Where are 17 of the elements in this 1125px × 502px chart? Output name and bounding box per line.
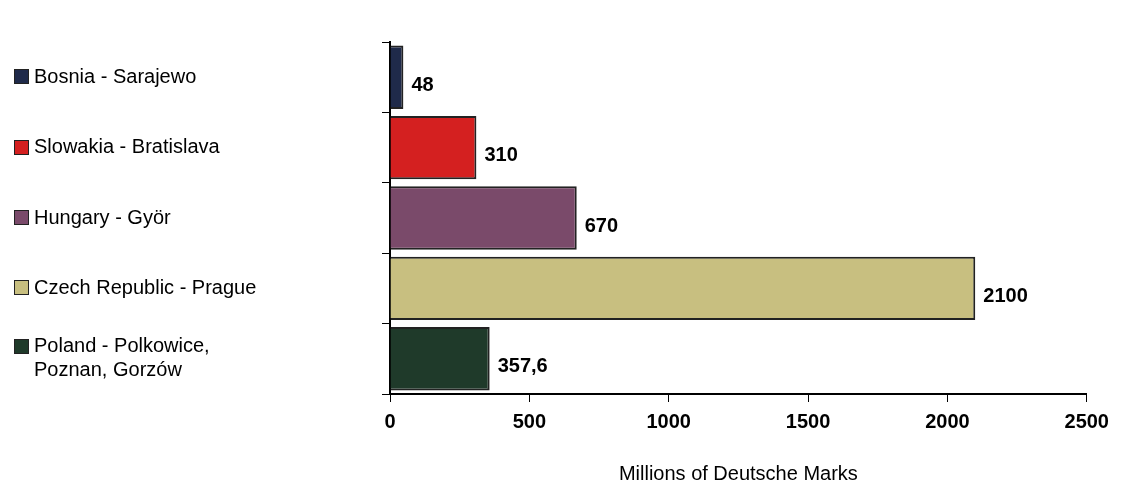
data-label: 670 [584,213,619,236]
x-axis-title: Millions of Deutsche Marks [618,461,858,484]
y-tick-label: Hungary - Györ [34,205,172,228]
x-tick-label: 0 [384,409,396,432]
data-label: 310 [484,143,518,166]
x-tick-label: 1500 [785,409,831,432]
y-tick-label: Poland - Polkowice, Poznan, Gorzów [34,334,210,381]
data-label: 48 [411,72,434,95]
x-tick-label: 2500 [1064,409,1109,432]
x-tick-label: 2000 [925,409,970,432]
y-tick-label: Czech Republic - Prague [34,275,257,298]
data-label: 357,6 [497,354,548,377]
y-tick-label: Bosnia - Sarajewo [34,64,197,87]
x-tick-label: 1000 [646,409,691,432]
y-tick-label: Slowakia - Bratislava [34,135,221,158]
x-tick-label: 500 [512,409,547,432]
data-label: 2100 [983,283,1028,306]
